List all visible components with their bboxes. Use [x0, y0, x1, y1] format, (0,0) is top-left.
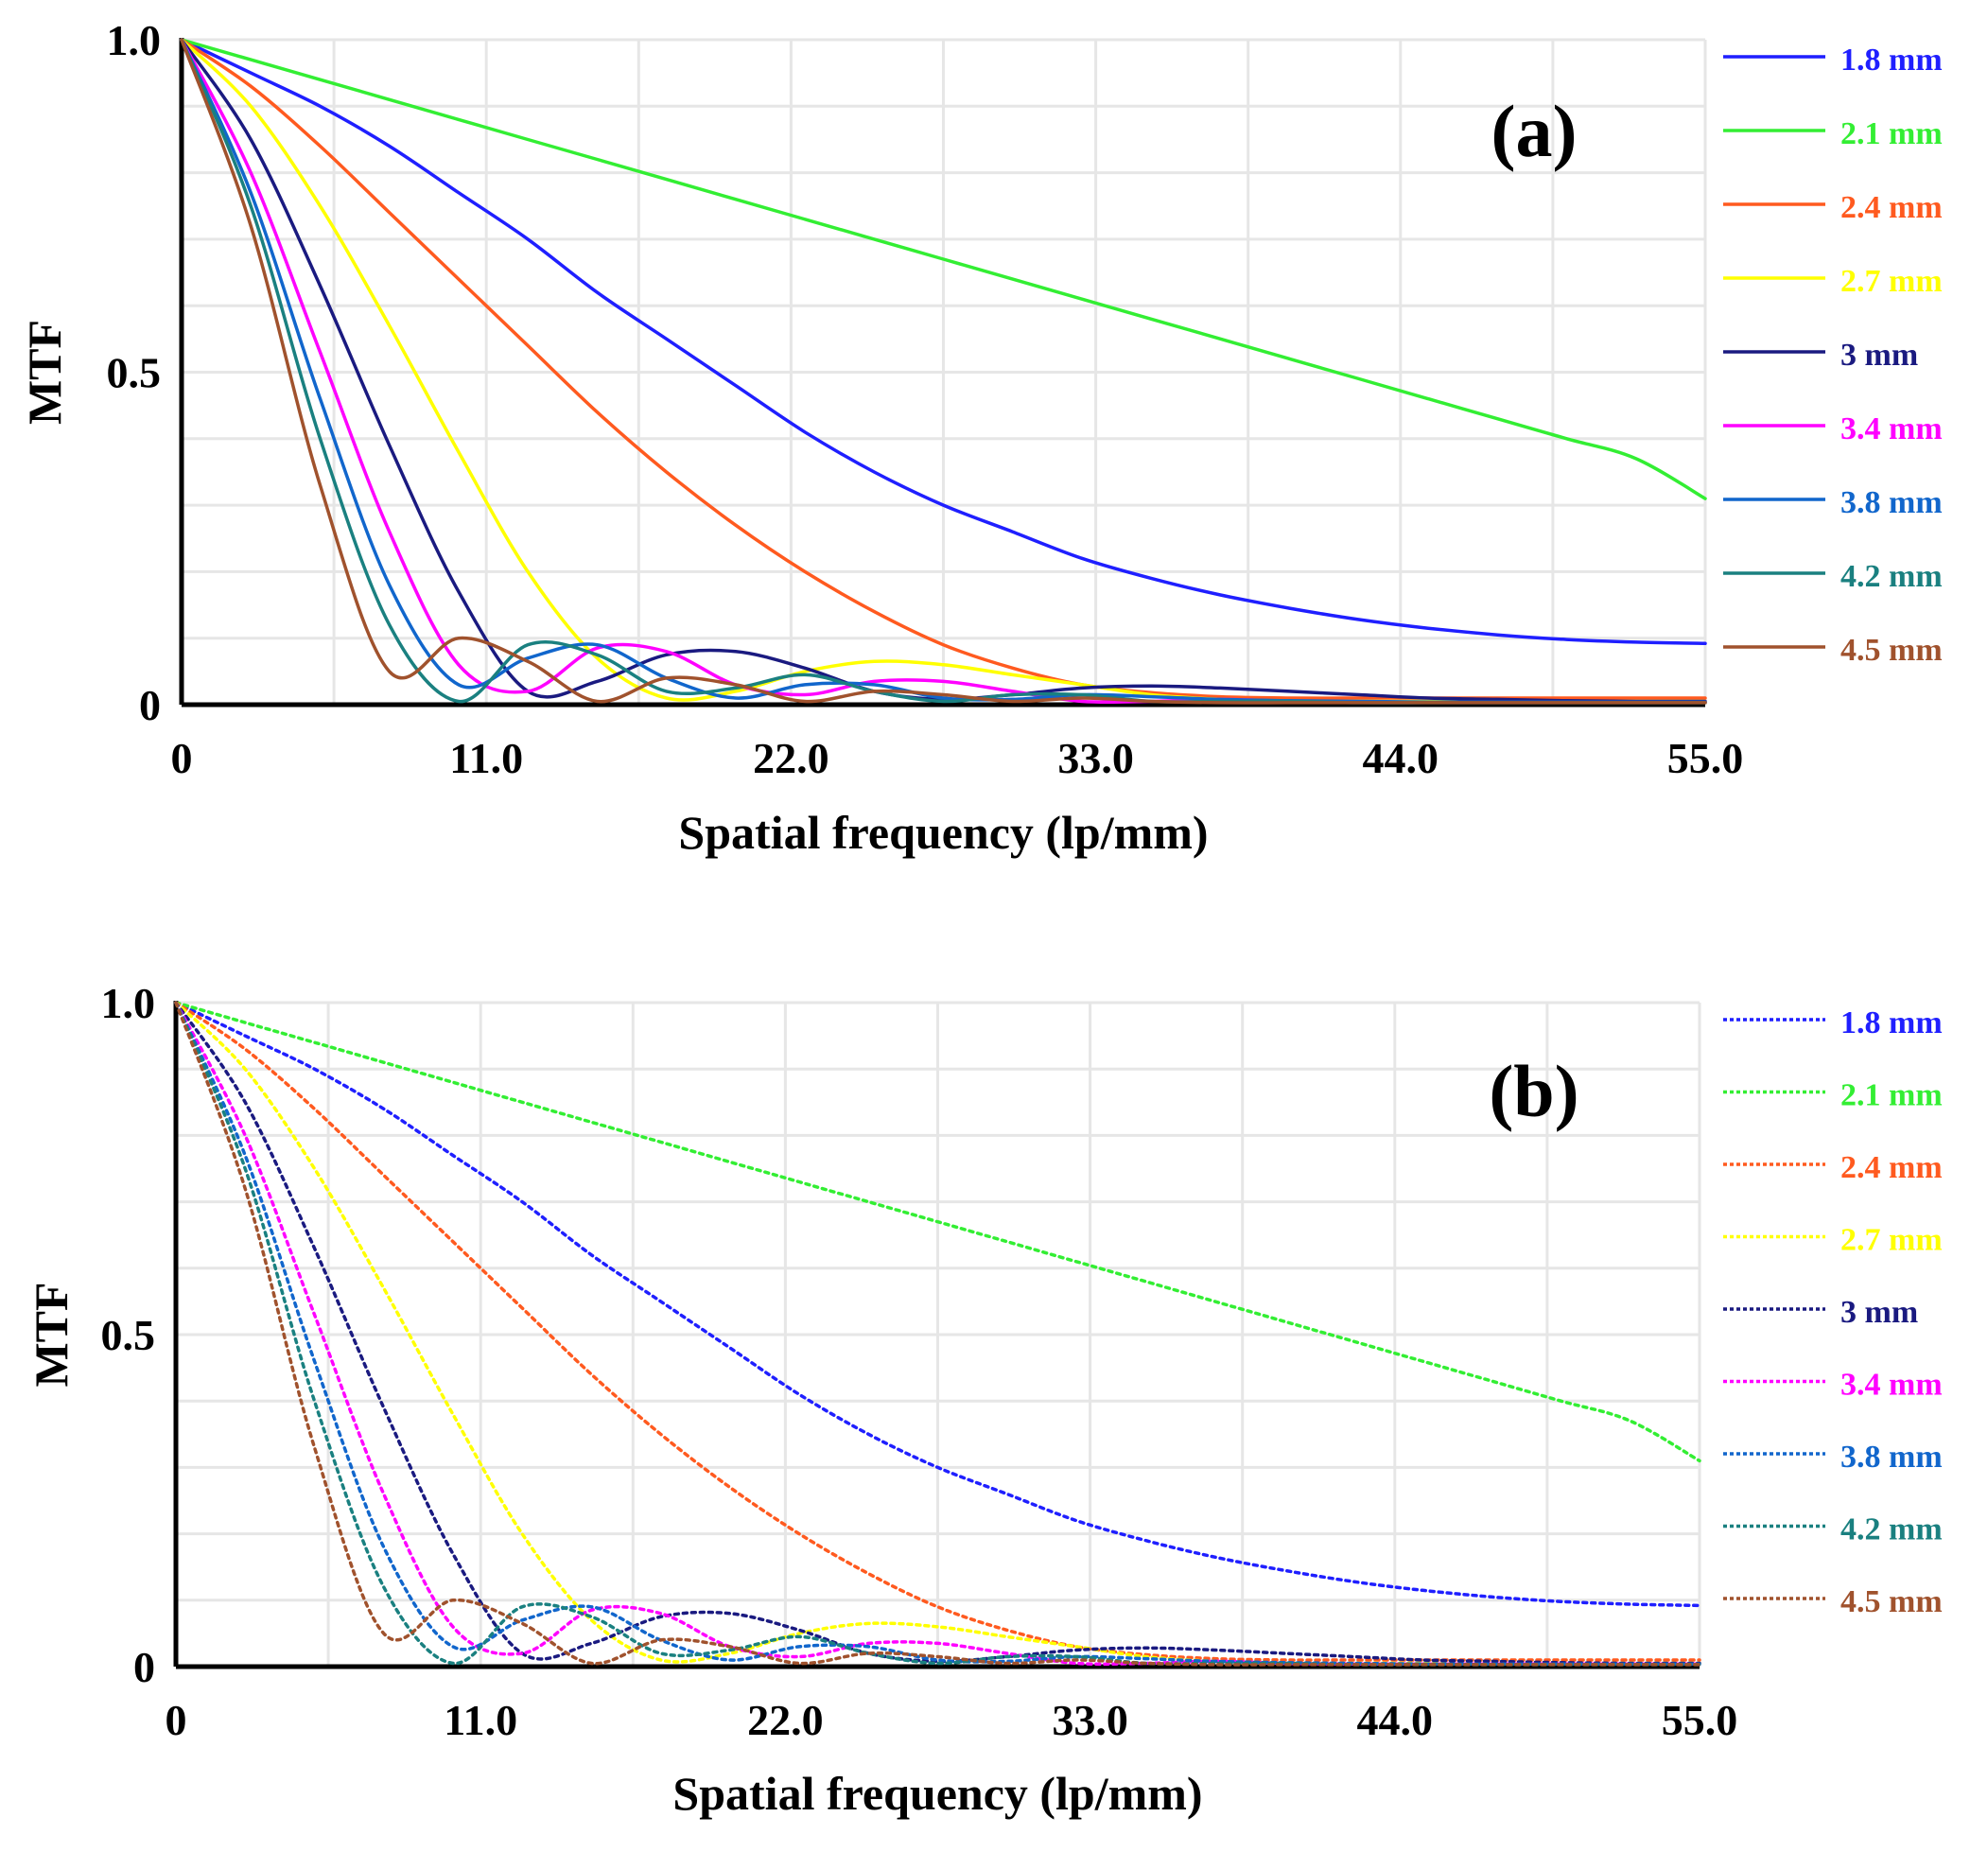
series-line-3-8mm [174, 1001, 1701, 1666]
y-tick-label: 0.5 [101, 1311, 156, 1359]
legend-item: 1.8 mm [1723, 1005, 1943, 1040]
series-line-2-1mm [180, 38, 1707, 500]
legend: 1.8 mm 2.1 mm 2.4 mm 2.7 mm 3 mm 3.4 mm 3.8 mm… [1723, 1005, 1943, 1619]
legend-item: 2.1 mm [1723, 116, 1943, 151]
series-lines [174, 1001, 1701, 1667]
legend-item: 4.5 mm [1723, 633, 1943, 668]
legend-label: 2.4 mm [1840, 1150, 1943, 1185]
legend-item: 3.8 mm [1723, 485, 1943, 520]
x-tick-label: 0 [171, 734, 193, 782]
series-line-4-5mm [174, 1001, 1701, 1667]
y-tick-label: 1.0 [101, 979, 156, 1027]
legend-label: 2.7 mm [1840, 1223, 1943, 1258]
series-line-2-4mm [174, 1001, 1701, 1662]
panel-label: (b) [1489, 1050, 1578, 1132]
y-tick-label: 1.0 [107, 16, 162, 64]
legend-label: 4.5 mm [1840, 1584, 1943, 1619]
legend-label: 3.8 mm [1840, 1440, 1943, 1475]
x-axis-title: Spatial frequency (lp/mm) [678, 806, 1208, 859]
legend-item: 2.7 mm [1723, 1223, 1943, 1258]
legend-item: 3 mm [1723, 1295, 1918, 1330]
x-tick-label: 11.0 [449, 734, 523, 782]
grid [176, 1001, 1701, 1667]
legend-label: 4.2 mm [1840, 1512, 1943, 1547]
x-axis-title: Spatial frequency (lp/mm) [672, 1767, 1202, 1820]
x-tick-label: 33.0 [1052, 1696, 1128, 1744]
legend-item: 2.1 mm [1723, 1078, 1943, 1113]
x-tick-label: 22.0 [747, 1696, 824, 1744]
series-line-1-8mm [174, 1001, 1701, 1608]
chart-panel-a: 0 11.0 22.0 33.0 44.0 55.0 0 0.5 1.0 Spatial freq… [18, 16, 1943, 859]
legend-label: 3 mm [1840, 1295, 1918, 1330]
legend-label: 1.8 mm [1840, 43, 1943, 78]
x-tick-label: 55.0 [1667, 734, 1744, 782]
series-line-2-1mm [174, 1001, 1701, 1463]
legend: 1.8 mm 2.1 mm 2.4 mm 2.7 mm 3 mm 3.4 mm 3.8 mm… [1723, 43, 1943, 668]
legend-label: 3.8 mm [1840, 485, 1943, 520]
legend-item: 2.4 mm [1723, 1150, 1943, 1185]
chart-panel-b: 0 11.0 22.0 33.0 44.0 55.0 0 0.5 1.0 Spatial freq… [25, 979, 1943, 1820]
legend-item: 3.8 mm [1723, 1440, 1943, 1475]
legend-item: 2.4 mm [1723, 190, 1943, 225]
grid [182, 38, 1707, 705]
legend-item: 4.2 mm [1723, 559, 1943, 594]
x-tick-label: 11.0 [444, 1696, 517, 1744]
y-tick-label: 0 [139, 681, 161, 729]
series-line-4-5mm [180, 38, 1707, 705]
legend-item: 4.2 mm [1723, 1512, 1943, 1547]
series-line-2-7mm [174, 1001, 1701, 1666]
legend-item: 3.4 mm [1723, 411, 1943, 446]
panel-label: (a) [1491, 90, 1578, 172]
legend-item: 4.5 mm [1723, 1584, 1943, 1619]
x-tick-label: 55.0 [1662, 1696, 1738, 1744]
x-tick-label: 44.0 [1357, 1696, 1434, 1744]
legend-label: 4.5 mm [1840, 633, 1943, 668]
x-tick-label: 0 [166, 1696, 187, 1744]
legend-label: 2.4 mm [1840, 190, 1943, 225]
x-tick-label: 33.0 [1057, 734, 1134, 782]
legend-label: 3.4 mm [1840, 1368, 1943, 1403]
y-axis-title: MTF [25, 1282, 78, 1387]
x-tick-label: 22.0 [753, 734, 829, 782]
legend-item: 3 mm [1723, 338, 1918, 373]
legend-label: 2.1 mm [1840, 116, 1943, 151]
y-tick-label: 0.5 [107, 349, 162, 397]
legend-item: 2.7 mm [1723, 264, 1943, 299]
legend-label: 2.1 mm [1840, 1078, 1943, 1113]
series-lines [180, 38, 1707, 705]
legend-label: 1.8 mm [1840, 1005, 1943, 1040]
y-tick-label: 0 [133, 1643, 155, 1691]
series-line-1-8mm [180, 38, 1707, 646]
legend-item: 3.4 mm [1723, 1368, 1943, 1403]
x-tick-label: 44.0 [1363, 734, 1439, 782]
legend-item: 1.8 mm [1723, 43, 1943, 78]
legend-label: 2.7 mm [1840, 264, 1943, 299]
legend-label: 3.4 mm [1840, 411, 1943, 446]
legend-label: 3 mm [1840, 338, 1918, 373]
legend-label: 4.2 mm [1840, 559, 1943, 594]
y-axis-title: MTF [18, 320, 71, 425]
